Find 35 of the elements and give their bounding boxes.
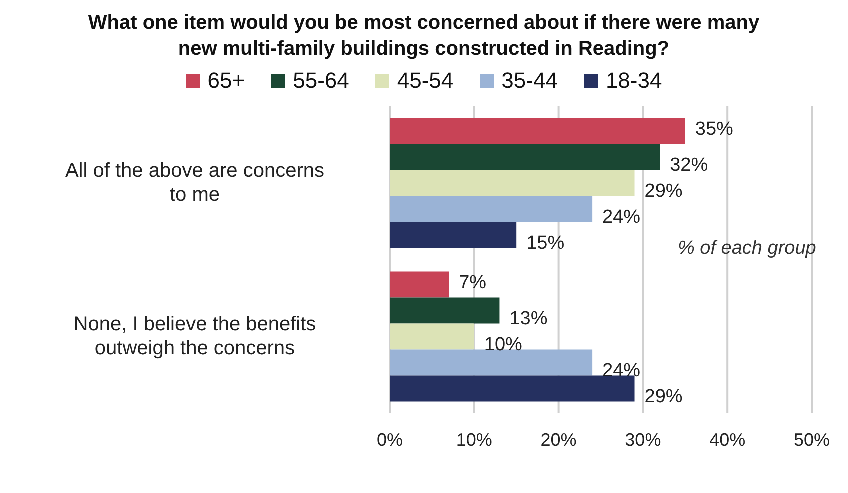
x-tick-label: 0% [376, 430, 404, 450]
data-label: 29% [644, 386, 683, 408]
bar [390, 272, 450, 298]
x-tick-label: 30% [625, 430, 662, 450]
data-label: 13% [510, 308, 548, 330]
data-label: 15% [526, 232, 565, 254]
bar [390, 144, 660, 170]
legend-label: 55-64 [292, 68, 350, 94]
y-tick-label: All of the above are concerns to me [65, 160, 325, 206]
bar [390, 196, 593, 222]
data-label: 10% [484, 334, 523, 356]
bar [390, 298, 500, 324]
data-label: 24% [602, 206, 641, 228]
bar [390, 376, 635, 402]
x-tick-label: 50% [794, 430, 830, 450]
x-tick-label: 20% [540, 430, 577, 450]
legend-label: 65+ [206, 68, 246, 94]
bar [390, 170, 635, 196]
bar [390, 118, 686, 144]
legend-label: 18-34 [604, 68, 662, 94]
legend-label: 35-44 [500, 68, 558, 94]
x-tick-label: 10% [456, 430, 492, 450]
x-tick-label: 40% [710, 430, 746, 450]
bar [390, 222, 517, 248]
bar [390, 324, 474, 350]
data-label: 7% [459, 272, 487, 294]
data-label: 32% [670, 154, 708, 176]
data-label: 35% [695, 118, 734, 140]
legend-label: 45-54 [396, 68, 454, 94]
annotation: % of each group [678, 238, 816, 260]
y-tick-label: None, I believe the benefits outweigh the concerns [74, 313, 316, 360]
data-label: 29% [644, 180, 683, 202]
chart-title: What one item would you be most concerned about if there were many new multi-family buildings constructed in Reading? [87, 11, 761, 62]
bar [390, 350, 593, 376]
data-label: 24% [602, 360, 641, 382]
